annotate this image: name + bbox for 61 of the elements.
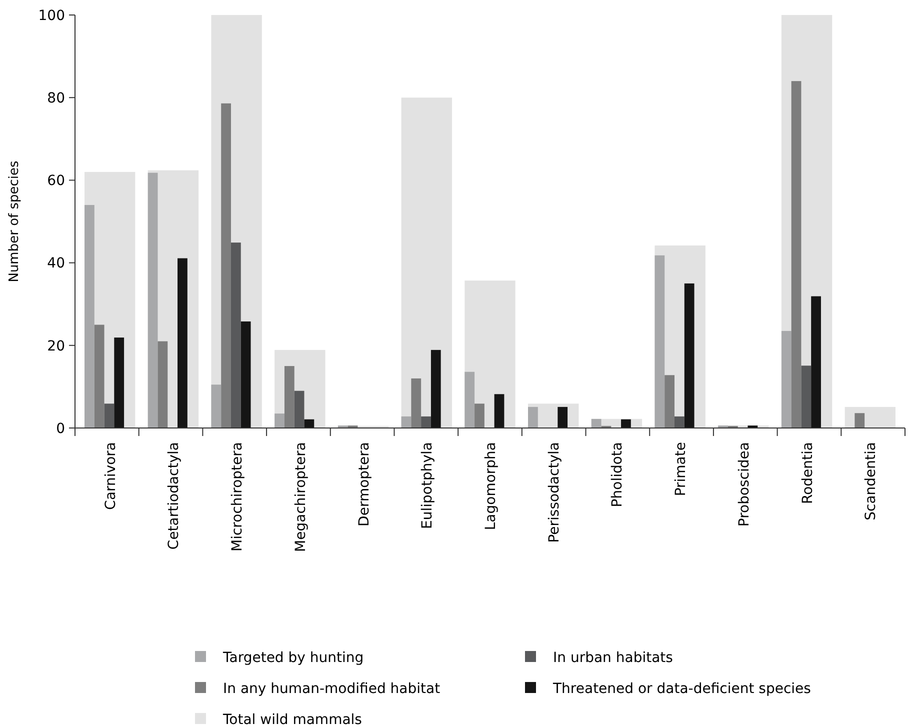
- bar: [421, 416, 431, 428]
- bar: [474, 404, 484, 428]
- bar: [304, 419, 314, 428]
- bar: [854, 413, 865, 428]
- bar: [401, 416, 412, 428]
- bar: [664, 375, 674, 428]
- bar: [558, 406, 568, 428]
- bar: [104, 404, 114, 428]
- bar: [211, 384, 222, 428]
- bar: [178, 258, 188, 428]
- y-tick-label: 0: [56, 420, 65, 437]
- y-tick-label: 80: [47, 90, 65, 106]
- bar: [811, 296, 821, 428]
- x-tick-label: Megachiroptera: [292, 442, 309, 552]
- bar: [674, 416, 684, 428]
- bar: [401, 98, 452, 428]
- x-tick-label: Cetartiodactyla: [166, 442, 182, 550]
- bar: [801, 366, 812, 428]
- bar: [781, 330, 792, 428]
- legend-label: In any human-modified habitat: [223, 680, 441, 697]
- x-tick-label: Microchiroptera: [230, 442, 246, 552]
- bar: [791, 81, 802, 428]
- legend-label: Threatened or data-deficient species: [552, 680, 811, 697]
- y-axis-title: Number of species: [7, 160, 22, 282]
- bar: [230, 242, 241, 428]
- x-tick-label: Primate: [673, 442, 690, 496]
- legend-label: Targeted by hunting: [222, 650, 364, 666]
- bar: [94, 324, 104, 428]
- bar: [464, 372, 475, 428]
- x-tick-label: Lagomorpha: [483, 442, 499, 530]
- bar: [494, 394, 504, 428]
- bar: [528, 406, 538, 428]
- bar: [284, 366, 294, 428]
- x-tick-label: Eulipotphyla: [420, 442, 436, 529]
- legend-label: In urban habitats: [553, 650, 673, 666]
- y-tick-label: 60: [47, 173, 65, 190]
- x-tick-label: Proboscidea: [736, 442, 752, 527]
- bar: [274, 414, 284, 428]
- legend-label: Total wild mammals: [222, 712, 362, 727]
- y-tick-label: 40: [47, 256, 65, 272]
- bar: [591, 418, 602, 428]
- x-tick-label: Dermoptera: [356, 442, 372, 526]
- x-tick-label: Scandentia: [863, 442, 880, 520]
- bar: [654, 255, 665, 428]
- bar: [430, 350, 441, 428]
- bar: [158, 341, 168, 428]
- x-tick-label: Rodentia: [800, 442, 816, 504]
- bar: [621, 419, 631, 428]
- bar: [411, 378, 422, 428]
- x-tick-label: Pholidota: [610, 442, 626, 508]
- y-tick-label: 20: [47, 338, 65, 354]
- bar: [148, 172, 158, 428]
- bar: [240, 321, 251, 428]
- bar: [684, 283, 694, 428]
- bar: [221, 103, 231, 428]
- x-tick-label: Perissodactyla: [546, 442, 562, 543]
- x-tick-label: Carnivora: [102, 442, 119, 510]
- y-tick-label: 100: [38, 8, 65, 24]
- bar: [294, 390, 304, 428]
- bar: [114, 338, 124, 428]
- bar: [84, 204, 94, 428]
